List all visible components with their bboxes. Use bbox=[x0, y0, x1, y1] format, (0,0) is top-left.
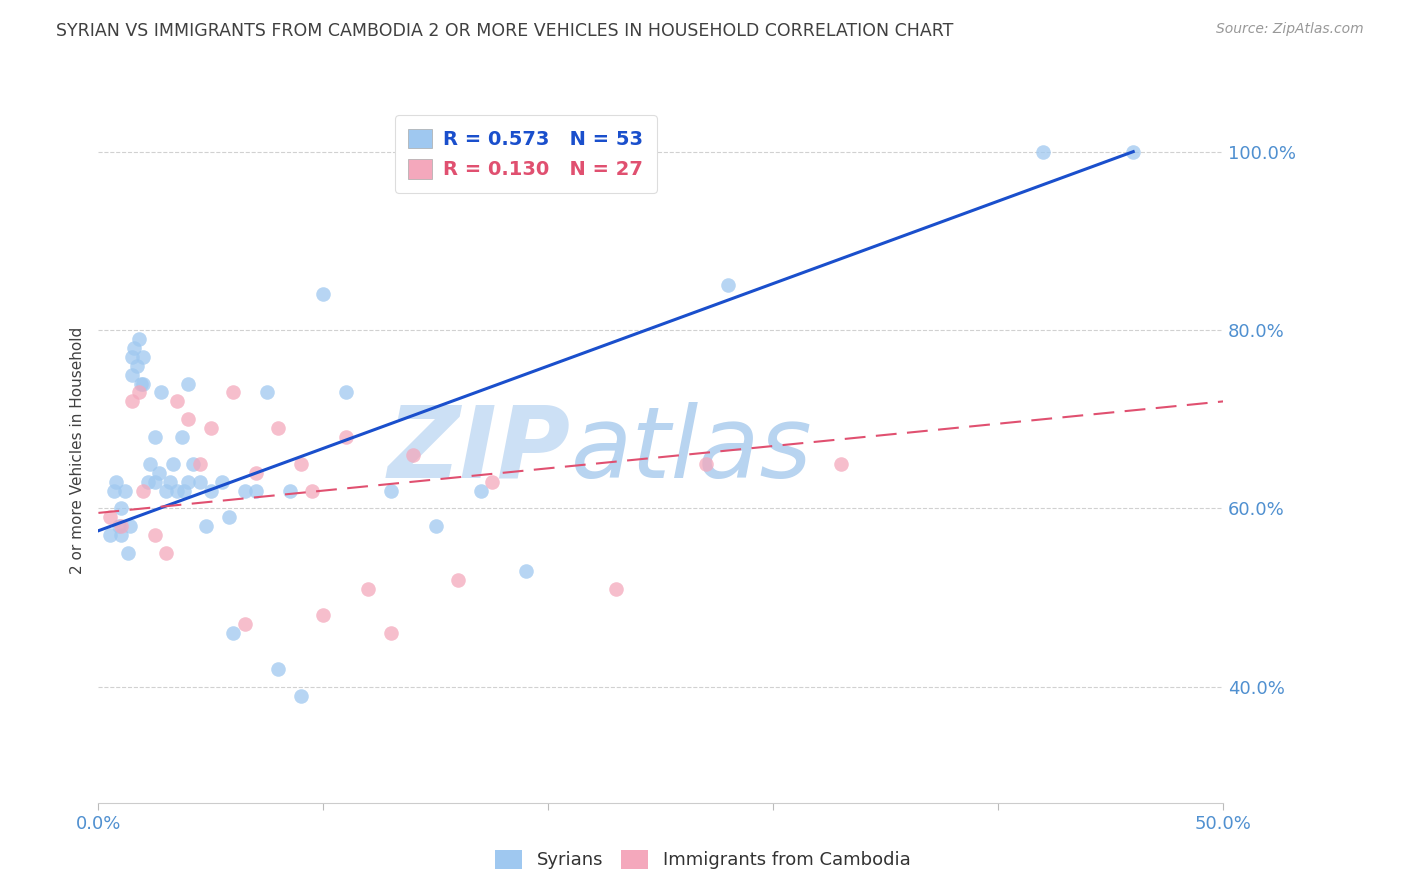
Point bbox=[132, 483, 155, 498]
Point bbox=[717, 278, 740, 293]
Point bbox=[114, 483, 136, 498]
Point bbox=[136, 475, 159, 489]
Point bbox=[267, 662, 290, 676]
Point bbox=[245, 483, 267, 498]
Point bbox=[267, 421, 290, 435]
Point bbox=[143, 528, 166, 542]
Point bbox=[132, 350, 155, 364]
Point bbox=[98, 510, 121, 524]
Point bbox=[110, 528, 132, 542]
Point bbox=[117, 546, 139, 560]
Point bbox=[162, 457, 184, 471]
Point bbox=[177, 475, 200, 489]
Point bbox=[188, 457, 211, 471]
Point bbox=[312, 287, 335, 301]
Point bbox=[110, 519, 132, 533]
Point bbox=[166, 483, 188, 498]
Point bbox=[124, 341, 146, 355]
Point bbox=[245, 466, 267, 480]
Point bbox=[188, 475, 211, 489]
Point bbox=[200, 421, 222, 435]
Point bbox=[481, 475, 503, 489]
Point bbox=[177, 376, 200, 391]
Point bbox=[380, 626, 402, 640]
Text: SYRIAN VS IMMIGRANTS FROM CAMBODIA 2 OR MORE VEHICLES IN HOUSEHOLD CORRELATION C: SYRIAN VS IMMIGRANTS FROM CAMBODIA 2 OR … bbox=[56, 22, 953, 40]
Point bbox=[170, 430, 193, 444]
Point bbox=[173, 483, 195, 498]
Point bbox=[132, 376, 155, 391]
Point bbox=[143, 475, 166, 489]
Point bbox=[166, 394, 188, 409]
Text: Source: ZipAtlas.com: Source: ZipAtlas.com bbox=[1216, 22, 1364, 37]
Point bbox=[195, 519, 218, 533]
Point bbox=[312, 608, 335, 623]
Point bbox=[222, 385, 245, 400]
Point bbox=[425, 519, 447, 533]
Point bbox=[515, 564, 537, 578]
Point bbox=[695, 457, 717, 471]
Point bbox=[110, 501, 132, 516]
Point bbox=[121, 350, 143, 364]
Point bbox=[155, 483, 177, 498]
Point bbox=[128, 385, 150, 400]
Point bbox=[200, 483, 222, 498]
Point bbox=[290, 457, 312, 471]
Point bbox=[1122, 145, 1144, 159]
Point bbox=[103, 483, 125, 498]
Point bbox=[290, 689, 312, 703]
Point bbox=[125, 359, 148, 373]
Point bbox=[335, 385, 357, 400]
Point bbox=[222, 626, 245, 640]
Point bbox=[177, 412, 200, 426]
Point bbox=[447, 573, 470, 587]
Point bbox=[233, 617, 256, 632]
Point bbox=[211, 475, 233, 489]
Point bbox=[380, 483, 402, 498]
Point bbox=[155, 546, 177, 560]
Point bbox=[121, 394, 143, 409]
Point bbox=[98, 528, 121, 542]
Point bbox=[159, 475, 181, 489]
Point bbox=[121, 368, 143, 382]
Point bbox=[148, 466, 170, 480]
Point bbox=[105, 475, 128, 489]
Point bbox=[1032, 145, 1054, 159]
Point bbox=[181, 457, 204, 471]
Point bbox=[301, 483, 323, 498]
Point bbox=[143, 430, 166, 444]
Point bbox=[107, 519, 129, 533]
Y-axis label: 2 or more Vehicles in Household: 2 or more Vehicles in Household bbox=[69, 326, 84, 574]
Point bbox=[256, 385, 278, 400]
Point bbox=[233, 483, 256, 498]
Point bbox=[830, 457, 852, 471]
Point bbox=[357, 582, 380, 596]
Point bbox=[402, 448, 425, 462]
Text: atlas: atlas bbox=[571, 402, 813, 499]
Point bbox=[470, 483, 492, 498]
Point bbox=[118, 519, 141, 533]
Legend: Syrians, Immigrants from Cambodia: Syrians, Immigrants from Cambodia bbox=[486, 841, 920, 879]
Point bbox=[150, 385, 173, 400]
Point bbox=[605, 582, 627, 596]
Point bbox=[278, 483, 301, 498]
Point bbox=[139, 457, 162, 471]
Point bbox=[129, 376, 152, 391]
Point bbox=[218, 510, 240, 524]
Point bbox=[335, 430, 357, 444]
Legend: R = 0.573   N = 53, R = 0.130   N = 27: R = 0.573 N = 53, R = 0.130 N = 27 bbox=[395, 115, 657, 193]
Text: ZIP: ZIP bbox=[388, 402, 571, 499]
Point bbox=[128, 332, 150, 346]
